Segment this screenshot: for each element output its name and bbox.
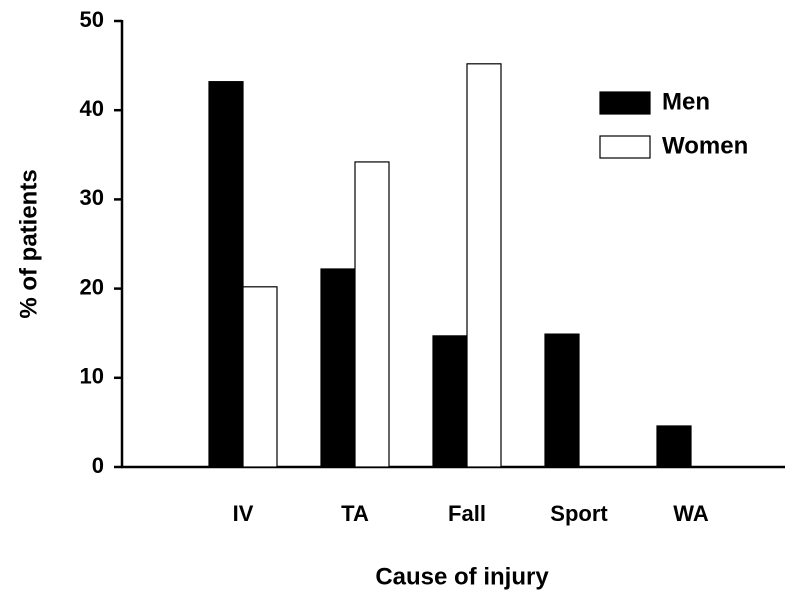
legend-swatch: [599, 135, 651, 159]
bar: [544, 333, 580, 468]
y-axis-label: % of patients: [15, 169, 42, 318]
bar: [354, 161, 390, 468]
x-axis-label: Cause of injury: [375, 563, 549, 590]
x-tick-label: Sport: [550, 501, 608, 526]
x-tick-label: WA: [673, 501, 709, 526]
bar: [320, 268, 356, 468]
x-tick-label: Fall: [448, 501, 486, 526]
bar: [208, 81, 244, 468]
y-tick-label: 20: [80, 274, 104, 299]
y-tick-label: 10: [80, 364, 104, 389]
bar: [656, 425, 692, 468]
x-tick-label: TA: [341, 501, 369, 526]
legend-label: Men: [662, 88, 710, 115]
y-tick-label: 30: [80, 185, 104, 210]
bar: [242, 286, 278, 468]
legend-label: Women: [662, 132, 748, 159]
y-tick-label: 50: [80, 7, 104, 32]
bar: [432, 335, 468, 468]
y-tick-label: 40: [80, 96, 104, 121]
x-tick-label: IV: [233, 501, 254, 526]
y-tick-label: 0: [92, 453, 104, 478]
bar: [466, 63, 502, 468]
legend-swatch: [599, 91, 651, 115]
